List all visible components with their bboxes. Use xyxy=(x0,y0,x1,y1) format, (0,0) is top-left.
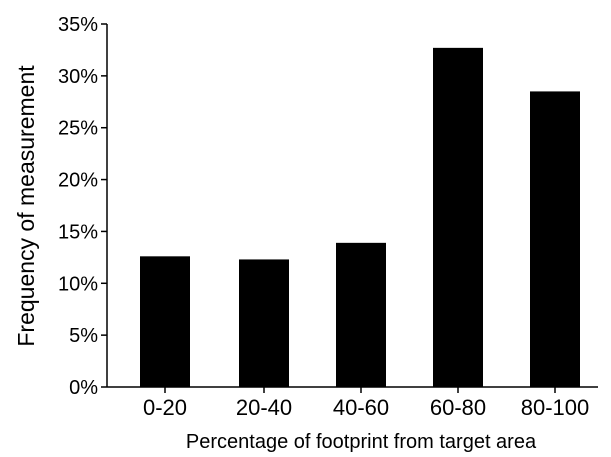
x-tick-label: 0-20 xyxy=(143,395,187,420)
bar-0-20 xyxy=(140,256,190,387)
y-tick-label: 10% xyxy=(58,273,98,295)
x-axis-ticks: 0-20 20-40 40-60 60-80 80-100 xyxy=(143,387,589,420)
x-tick-label: 20-40 xyxy=(236,395,292,420)
bar-80-100 xyxy=(530,91,580,388)
x-axis-title: Percentage of footprint from target area xyxy=(186,431,537,453)
bar-40-60 xyxy=(336,242,386,387)
y-tick-label: 25% xyxy=(58,118,98,140)
y-tick-label: 5% xyxy=(69,325,98,347)
x-tick-label: 40-60 xyxy=(333,395,389,420)
y-tick-label: 35% xyxy=(58,14,98,36)
y-tick-label: 20% xyxy=(58,170,98,192)
y-axis-title: Frequency of measurement xyxy=(13,65,39,347)
y-tick-label: 30% xyxy=(58,66,98,88)
y-tick-label: 0% xyxy=(69,377,98,399)
y-axis-ticks: 0% 5% 10% 15% 20% 25% 30% 35% xyxy=(58,14,107,399)
x-tick-label: 80-100 xyxy=(521,395,590,420)
x-tick-label: 60-80 xyxy=(430,395,486,420)
bars xyxy=(140,47,580,388)
y-tick-label: 15% xyxy=(58,221,98,243)
bar-60-80 xyxy=(433,47,483,388)
bar-20-40 xyxy=(239,259,289,387)
